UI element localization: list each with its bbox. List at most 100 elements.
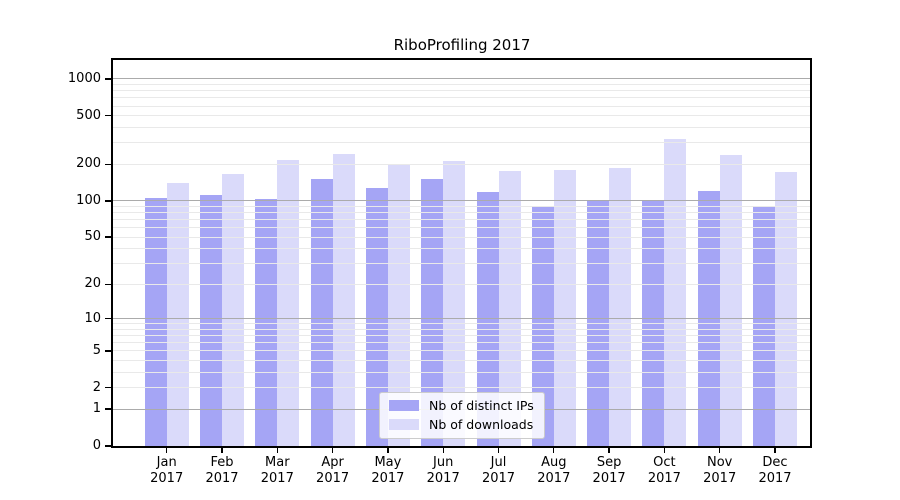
bar-downloads-dec <box>775 171 797 446</box>
bar-downloads-may <box>387 164 410 446</box>
chart-title: RiboProfiling 2017 <box>393 36 531 54</box>
y-tick <box>105 317 111 320</box>
y-tick-label: 10 <box>84 310 101 326</box>
y-tick-label: 200 <box>76 156 101 172</box>
y-tick <box>105 350 111 352</box>
x-tick <box>774 448 776 453</box>
bar-distinct-ips-aug <box>531 205 554 446</box>
y-tick <box>105 200 111 202</box>
legend-swatch-distinct-ips-icon <box>389 400 419 411</box>
legend-label-distinct-ips: Nb of distinct IPs <box>429 398 534 413</box>
legend-label-downloads: Nb of downloads <box>429 417 534 432</box>
x-tick <box>663 448 666 453</box>
bar-distinct-ips-jan <box>144 198 167 446</box>
bar-distinct-ips-may <box>365 187 388 446</box>
y-tick <box>105 445 111 447</box>
y-tick-label: 0 <box>92 438 101 453</box>
x-tick-label-dec: Dec 2017 <box>758 455 792 486</box>
bar-distinct-ips-oct <box>642 200 665 446</box>
y-tick-label: 1 <box>92 401 101 417</box>
x-tick-label-aug: Aug 2017 <box>537 455 571 486</box>
y-tick-label: 2 <box>92 379 101 395</box>
legend: Nb of distinct IPs Nb of downloads <box>379 392 545 439</box>
bar-distinct-ips-feb <box>200 195 222 446</box>
x-tick-label-mar: Mar 2017 <box>260 455 294 486</box>
y-tick <box>105 283 111 285</box>
bar-downloads-nov <box>719 154 742 446</box>
y-tick <box>105 408 111 410</box>
legend-swatch-downloads-icon <box>389 419 419 430</box>
y-tick-label: 100 <box>76 192 101 208</box>
y-tick-label: 50 <box>84 229 101 245</box>
x-tick <box>331 448 334 453</box>
y-tick-label: 1000 <box>67 70 101 86</box>
y-tick <box>105 115 111 117</box>
x-tick-label-jun: Jun 2017 <box>426 455 460 486</box>
x-tick <box>719 448 721 453</box>
x-tick-label-sep: Sep 2017 <box>592 455 626 486</box>
bar-downloads-sep <box>609 168 632 446</box>
x-tick-label-jul: Jul 2017 <box>481 455 516 486</box>
grid-line-minor <box>113 97 810 99</box>
x-tick-label-may: May 2017 <box>371 455 405 486</box>
bar-distinct-ips-mar <box>255 199 278 446</box>
grid-line-minor <box>113 127 810 129</box>
grid-line-minor <box>113 342 810 344</box>
bar-downloads-feb <box>222 173 244 446</box>
grid-line-minor <box>113 205 810 207</box>
grid-line-minor <box>113 84 810 86</box>
grid-line-major <box>113 200 810 202</box>
grid-line-minor <box>113 283 810 285</box>
grid-line-minor <box>113 90 810 92</box>
bar-downloads-oct <box>664 139 687 446</box>
bar-downloads-jul <box>498 171 521 446</box>
grid-line-minor <box>113 335 810 337</box>
x-tick <box>608 448 610 453</box>
bar-distinct-ips-sep <box>587 200 610 446</box>
grid-line-minor <box>113 163 810 165</box>
grid-line-minor <box>113 371 810 373</box>
x-tick <box>276 448 278 453</box>
bar-downloads-jun <box>443 160 466 446</box>
bar-downloads-jan <box>166 183 189 446</box>
grid-line-minor <box>113 227 810 229</box>
x-tick-label-oct: Oct 2017 <box>647 455 681 486</box>
x-tick-label-jan: Jan 2017 <box>150 455 184 486</box>
grid-line-minor <box>113 236 810 238</box>
grid-line-major <box>113 78 810 80</box>
x-tick-label-feb: Feb 2017 <box>205 455 239 486</box>
grid-line-minor <box>113 328 810 330</box>
grid-line-minor <box>113 350 810 352</box>
bar-downloads-apr <box>332 153 355 446</box>
legend-item-downloads: Nb of downloads <box>389 417 534 432</box>
grid-line-minor <box>113 105 810 107</box>
grid-line-minor <box>113 263 810 265</box>
bar-distinct-ips-apr <box>310 179 333 446</box>
y-tick <box>105 163 111 165</box>
x-tick <box>553 448 555 453</box>
grid-line-minor <box>113 360 810 361</box>
x-tick <box>387 448 389 453</box>
bar-downloads-aug <box>553 170 576 446</box>
grid-line-minor <box>113 323 810 325</box>
x-tick <box>442 448 444 453</box>
y-tick-label: 500 <box>76 107 101 123</box>
x-tick <box>497 448 500 453</box>
y-tick-label: 20 <box>84 276 101 292</box>
grid-line-minor <box>113 212 810 214</box>
x-tick-label-apr: Apr 2017 <box>316 455 350 486</box>
x-tick-label-nov: Nov 2017 <box>703 455 737 486</box>
y-tick <box>105 236 111 238</box>
x-tick <box>221 448 223 453</box>
grid-line-minor <box>113 248 810 250</box>
x-tick <box>166 448 168 453</box>
grid-line-minor <box>113 387 810 389</box>
y-tick-label: 5 <box>92 342 101 358</box>
grid-line-minor <box>113 219 810 221</box>
bar-distinct-ips-dec <box>753 205 775 446</box>
y-tick <box>105 386 111 389</box>
grid-line-major <box>113 318 810 320</box>
bar-distinct-ips-jun <box>421 179 444 446</box>
bar-downloads-mar <box>277 160 300 446</box>
